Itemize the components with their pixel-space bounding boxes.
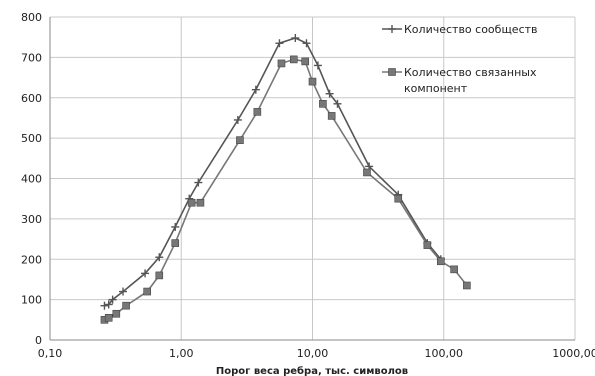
series-line-2 (104, 58, 468, 321)
y-tick-labels: 0 100 200 300 400 500 600 700 800 (21, 11, 42, 347)
data-point-s2 (437, 257, 445, 266)
data-point-s2 (171, 239, 180, 247)
y-tick-label: 400 (21, 173, 42, 186)
y-tick-label: 100 (21, 294, 42, 307)
data-point-s1 (194, 178, 203, 187)
data-point-s1 (325, 89, 334, 98)
data-point-s2 (319, 100, 327, 108)
data-point-s2 (187, 198, 196, 207)
x-tick-label: 1,00 (169, 347, 194, 360)
data-point-s1 (233, 115, 242, 124)
data-point-s1 (155, 253, 164, 262)
y-tick-label: 200 (21, 253, 42, 266)
legend: Количество сообществ Количество связанных… (382, 23, 538, 95)
data-point-s2 (423, 241, 432, 249)
data-point-s2 (301, 57, 310, 66)
y-tick-label: 300 (21, 213, 42, 226)
data-point-s2 (363, 168, 371, 177)
y-tick-label: 700 (21, 51, 42, 64)
data-point-s1 (141, 269, 150, 278)
axes (49, 17, 575, 341)
data-point-s1 (275, 39, 284, 48)
data-point-s2 (196, 198, 205, 207)
data-point-s1 (291, 33, 300, 42)
data-point-s2 (463, 281, 471, 290)
series-line-1 (104, 37, 442, 307)
y-tick-label: 0 (35, 334, 42, 347)
data-point-s1 (251, 85, 260, 94)
data-point-s2 (155, 271, 164, 280)
data-point-s1 (171, 222, 180, 231)
data-point-s2 (277, 59, 286, 68)
x-axis-label: Порог веса ребра, тыс. символов (216, 365, 408, 376)
data-point-s2 (253, 108, 262, 116)
x-tick-label: 0,10 (38, 347, 63, 360)
data-point-s2 (394, 194, 403, 203)
legend-marker (388, 25, 396, 33)
data-point-s1 (104, 300, 113, 309)
data-point-s2 (450, 265, 458, 274)
data-point-s1 (100, 301, 109, 310)
data-point-s1 (119, 287, 128, 296)
data-point-s2 (122, 301, 130, 310)
x-tick-label: 100,00 (425, 347, 464, 360)
legend-label-1: Количество сообществ (404, 23, 538, 36)
data-point-s1 (108, 295, 117, 304)
y-tick-label: 800 (21, 11, 42, 24)
data-point-s1 (333, 99, 342, 108)
data-point-s1 (313, 61, 322, 70)
x-tick-label: 1000,00 (552, 347, 595, 360)
x-tick-labels: 0,10 1,00 10,00 100,00 1000,00 (38, 347, 595, 360)
x-tick-label: 10,00 (297, 347, 329, 360)
data-point-s2 (143, 287, 151, 296)
y-tick-label: 600 (21, 92, 42, 105)
data-point-s2 (289, 55, 298, 64)
data-point-s2 (104, 313, 113, 322)
data-point-s2 (112, 309, 121, 318)
data-point-s2 (308, 77, 317, 86)
data-point-s2 (236, 136, 244, 144)
legend-marker (388, 68, 396, 76)
grid-lines (50, 16, 576, 340)
data-point-s1 (302, 39, 311, 48)
series (100, 33, 471, 324)
legend-label-2: Количество связанных компонент (404, 66, 537, 95)
y-tick-label: 500 (21, 132, 42, 145)
data-point-s2 (327, 112, 336, 120)
